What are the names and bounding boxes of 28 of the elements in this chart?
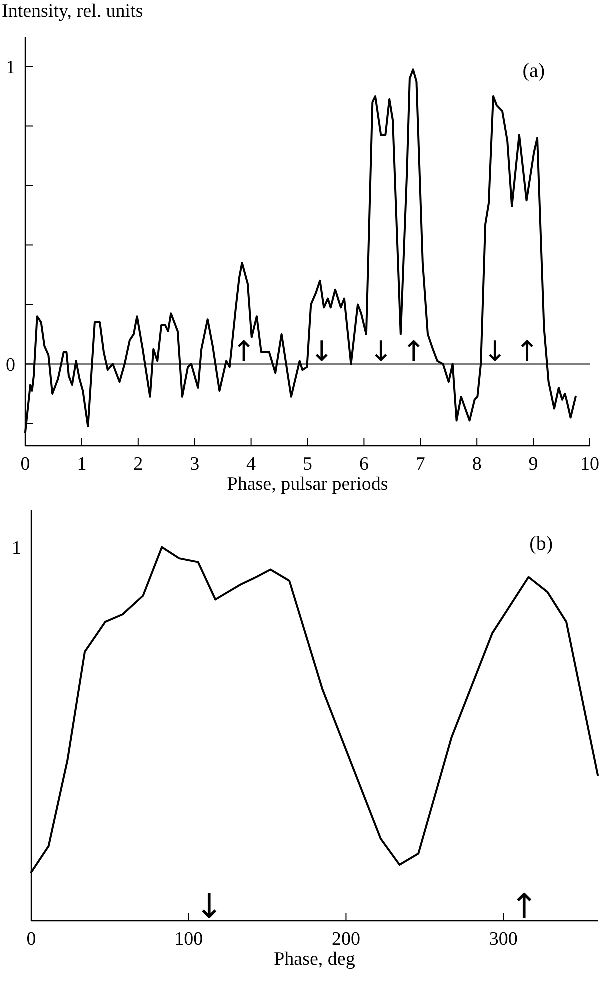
chart-title: (b) <box>530 533 553 555</box>
x-tick-label: 300 <box>489 929 518 950</box>
x-tick-label: 100 <box>174 929 204 950</box>
x-axis-title: Phase, pulsar periods <box>227 474 388 495</box>
x-tick-label: 10 <box>580 454 600 475</box>
x-axis-title: Phase, deg <box>274 949 356 970</box>
x-tick-label: 5 <box>303 454 312 475</box>
y-axis-title: Intensity, rel. units <box>2 1 144 22</box>
annotation: ↑ <box>510 887 539 927</box>
x-tick-label: 9 <box>528 454 538 475</box>
text: (a) <box>522 60 545 82</box>
annotation: ↓ <box>195 887 224 927</box>
annotation: ↓ <box>483 335 507 368</box>
x-tick-label: 0 <box>20 454 30 475</box>
annotation: ↓ <box>310 335 334 368</box>
x-tick-label: 7 <box>416 454 426 475</box>
annotation: ↓ <box>369 335 393 368</box>
x-tick-label: 1 <box>77 454 87 475</box>
x-tick-label: 200 <box>332 929 360 950</box>
x-tick-label: 4 <box>246 454 257 475</box>
x-tick-label: 3 <box>190 454 200 475</box>
annotation: ↑ <box>516 335 540 368</box>
annotation: ↑ <box>402 335 426 368</box>
x-tick-label: 2 <box>134 454 144 475</box>
x-tick-label: 0 <box>26 929 36 950</box>
annotation: ↑ <box>232 335 256 368</box>
x-tick-label: 6 <box>359 454 369 475</box>
x-tick-label: 8 <box>472 454 482 475</box>
